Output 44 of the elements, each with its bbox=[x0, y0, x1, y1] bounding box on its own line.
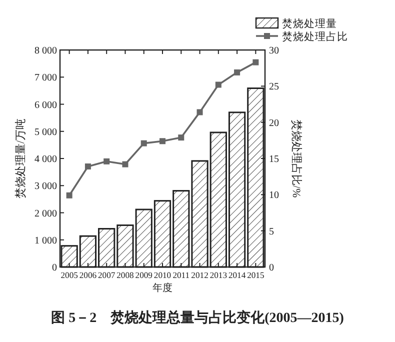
y-tick-label: 8 000 bbox=[34, 46, 57, 56]
point bbox=[104, 158, 110, 164]
y-tick-label: 5 000 bbox=[34, 126, 57, 138]
x-tick-label: 2012 bbox=[191, 270, 208, 280]
point bbox=[160, 138, 166, 144]
y-tick-label: 7 000 bbox=[34, 72, 57, 84]
x-tick-label: 2011 bbox=[172, 270, 190, 280]
point bbox=[140, 140, 147, 146]
legend-label: 焚烧处理量 bbox=[282, 17, 337, 30]
point bbox=[252, 59, 259, 66]
point bbox=[84, 163, 91, 170]
point bbox=[215, 82, 222, 88]
x-tick-label: 2010 bbox=[154, 270, 172, 280]
x-axis-title: 年度 bbox=[152, 282, 172, 294]
x-tick-label: 2009 bbox=[135, 270, 152, 280]
y2-tick-label: 30 bbox=[269, 46, 279, 56]
y-tick-label: 2 000 bbox=[34, 208, 57, 220]
point bbox=[178, 134, 184, 141]
y-tick-label: 0 bbox=[52, 262, 57, 274]
x-tick-label: 2008 bbox=[116, 270, 134, 280]
y2-tick-label: 5 bbox=[269, 226, 274, 238]
x-tick-label: 2015 bbox=[247, 270, 264, 280]
y2-axis-title: 焚烧处理占比/% bbox=[290, 119, 303, 198]
text: 图 5－2 焚烧处理总量与占比变化(2005—2015) bbox=[51, 309, 344, 326]
y-tick-label: 1 000 bbox=[34, 235, 57, 246]
point bbox=[66, 192, 72, 198]
point bbox=[234, 69, 240, 76]
x-tick-label: 2005 bbox=[60, 270, 78, 280]
point bbox=[196, 109, 203, 116]
y-axis-title: 焚烧处理量/万吨 bbox=[14, 118, 27, 199]
x-tick-label: 2013 bbox=[210, 270, 228, 280]
y-tick-label: 6 000 bbox=[34, 100, 57, 111]
y2-tick-label: 25 bbox=[269, 82, 279, 93]
y2-tick-label: 15 bbox=[269, 154, 279, 165]
y2-tick-label: 20 bbox=[269, 118, 279, 129]
y-tick-label: 3 000 bbox=[34, 181, 57, 192]
x-tick-label: 2007 bbox=[98, 270, 116, 280]
y-tick-label: 4 000 bbox=[34, 154, 57, 165]
x-tick-label: 2014 bbox=[228, 270, 246, 280]
legend-label: 焚烧处理占比 bbox=[282, 30, 348, 43]
x-tick-label: 2006 bbox=[79, 270, 98, 280]
y2-tick-label: 0 bbox=[269, 262, 274, 274]
y2-tick-label: 10 bbox=[269, 190, 279, 202]
point bbox=[122, 161, 128, 168]
